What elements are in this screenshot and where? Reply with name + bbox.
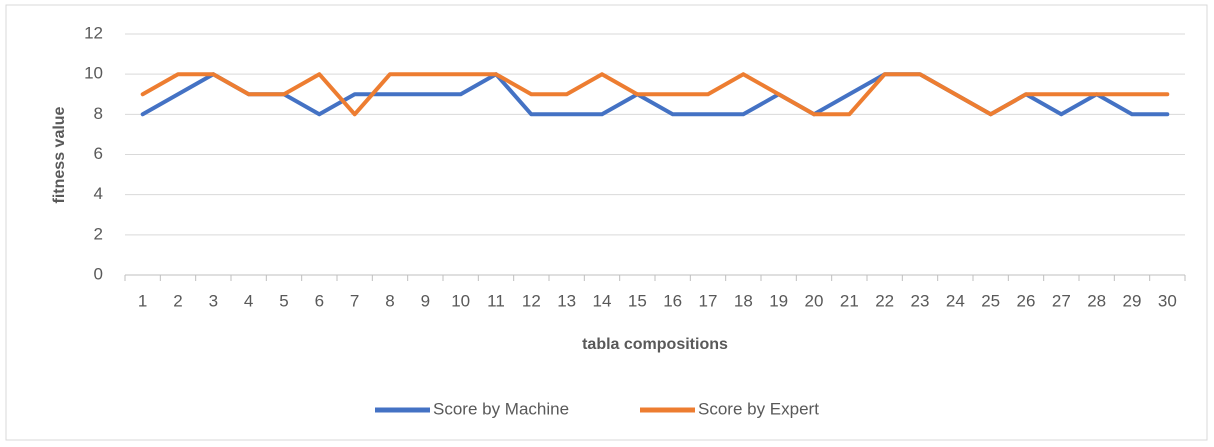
x-tick-label: 12	[522, 291, 541, 310]
y-tick-label: 0	[94, 264, 103, 283]
y-tick-label: 12	[84, 23, 103, 42]
chart-frame	[5, 4, 1208, 441]
x-tick-label: 19	[769, 291, 788, 310]
x-tick-label: 22	[875, 291, 894, 310]
x-tick-label: 26	[1017, 291, 1036, 310]
y-tick-label: 6	[94, 144, 103, 163]
series-line	[140, 72, 1170, 117]
x-tick-label: 13	[557, 291, 576, 310]
x-tick-label: 14	[593, 291, 612, 310]
x-tick-label: 29	[1123, 291, 1142, 310]
x-tick-label: 24	[946, 291, 965, 310]
x-tick-label: 28	[1087, 291, 1106, 310]
x-tick-label: 27	[1052, 291, 1071, 310]
legend-label: Score by Machine	[433, 399, 569, 418]
x-tick-label: 9	[421, 291, 430, 310]
x-tick-label: 21	[840, 291, 859, 310]
legend-label: Score by Expert	[698, 399, 819, 418]
x-tick-label: 23	[911, 291, 930, 310]
x-tick-label: 2	[173, 291, 182, 310]
x-tick-label: 30	[1158, 291, 1177, 310]
y-tick-label: 4	[94, 184, 103, 203]
x-axis-title: tabla compositions	[582, 336, 728, 353]
y-tick-label: 8	[94, 104, 103, 123]
x-tick-label: 7	[350, 291, 359, 310]
y-tick-label: 10	[84, 64, 103, 83]
y-axis-title: fitness value	[51, 106, 68, 203]
x-tick-label: 25	[981, 291, 1000, 310]
x-tick-label: 15	[628, 291, 647, 310]
x-tick-label: 20	[805, 291, 824, 310]
x-tick-label: 4	[244, 291, 253, 310]
x-tick-label: 1	[138, 291, 147, 310]
x-tick-label: 16	[663, 291, 682, 310]
x-tick-label: 11	[487, 291, 505, 310]
x-tick-label: 17	[699, 291, 718, 310]
x-tick-label: 10	[451, 291, 470, 310]
x-tick-label: 5	[279, 291, 288, 310]
x-tick-label: 8	[385, 291, 394, 310]
x-tick-label: 3	[209, 291, 218, 310]
x-tick-label: 6	[315, 291, 324, 310]
y-tick-label: 2	[94, 224, 103, 243]
x-tick-label: 18	[734, 291, 753, 310]
